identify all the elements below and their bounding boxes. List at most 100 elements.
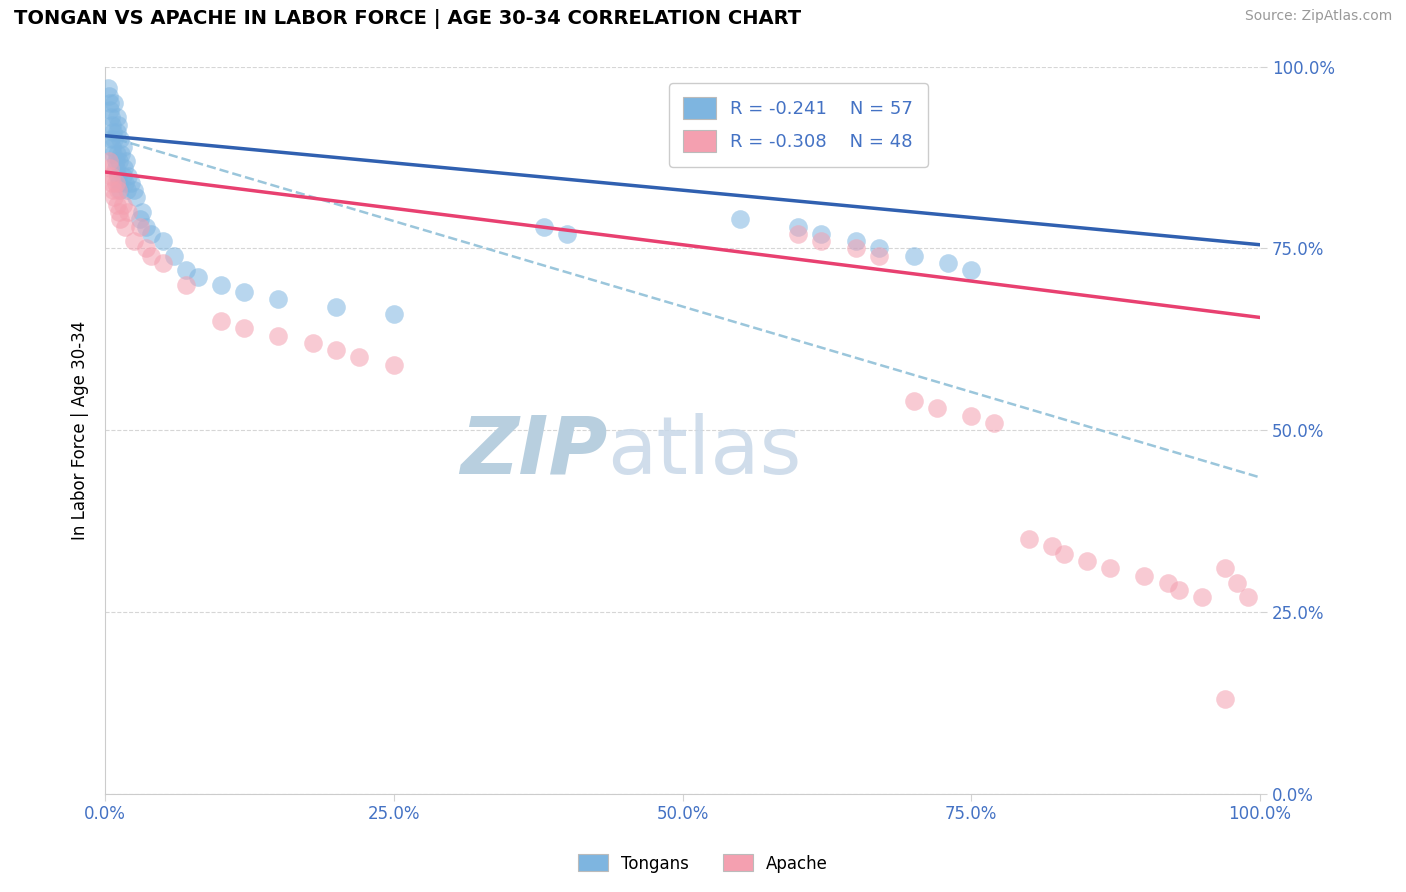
- Point: [1040, 540, 1063, 554]
- Point: [103, 132, 125, 146]
- Point: [108, 205, 131, 219]
- Point: [868, 249, 890, 263]
- Point: [131, 205, 153, 219]
- Point: [1168, 583, 1191, 598]
- Text: atlas: atlas: [607, 413, 801, 491]
- Point: [107, 169, 129, 183]
- Point: [232, 321, 254, 335]
- Point: [108, 154, 131, 169]
- Point: [101, 118, 124, 132]
- Point: [122, 234, 145, 248]
- Point: [152, 234, 174, 248]
- Point: [1237, 591, 1260, 605]
- Point: [1226, 575, 1249, 590]
- Point: [103, 95, 125, 110]
- Y-axis label: In Labor Force | Age 30-34: In Labor Force | Age 30-34: [72, 320, 89, 540]
- Point: [730, 212, 752, 227]
- Point: [174, 277, 197, 292]
- Point: [108, 176, 131, 190]
- Point: [845, 234, 868, 248]
- Point: [1156, 575, 1178, 590]
- Point: [983, 416, 1005, 430]
- Point: [325, 343, 347, 358]
- Point: [110, 146, 132, 161]
- Point: [114, 176, 136, 190]
- Point: [115, 183, 138, 197]
- Point: [105, 146, 128, 161]
- Point: [1191, 591, 1213, 605]
- Text: ZIP: ZIP: [460, 413, 607, 491]
- Point: [382, 358, 405, 372]
- Point: [903, 249, 925, 263]
- Point: [163, 249, 186, 263]
- Point: [111, 169, 134, 183]
- Point: [1053, 547, 1076, 561]
- Point: [122, 183, 145, 197]
- Point: [267, 292, 290, 306]
- Point: [104, 161, 127, 176]
- Point: [174, 263, 197, 277]
- Point: [110, 183, 132, 197]
- Point: [110, 132, 132, 146]
- Point: [114, 219, 136, 234]
- Point: [302, 335, 325, 350]
- Point: [960, 263, 983, 277]
- Point: [232, 285, 254, 299]
- Point: [152, 256, 174, 270]
- Point: [98, 95, 121, 110]
- Point: [555, 227, 578, 241]
- Point: [105, 125, 128, 139]
- Point: [104, 176, 127, 190]
- Point: [98, 161, 121, 176]
- Point: [787, 219, 810, 234]
- Point: [1213, 692, 1236, 706]
- Point: [103, 190, 125, 204]
- Point: [845, 241, 868, 255]
- Point: [117, 205, 139, 219]
- Point: [101, 139, 124, 153]
- Point: [120, 176, 142, 190]
- Point: [1098, 561, 1121, 575]
- Point: [97, 88, 120, 103]
- Point: [187, 270, 209, 285]
- Point: [125, 190, 148, 204]
- Text: TONGAN VS APACHE IN LABOR FORCE | AGE 30-34 CORRELATION CHART: TONGAN VS APACHE IN LABOR FORCE | AGE 30…: [14, 9, 801, 29]
- Point: [349, 351, 371, 365]
- Point: [267, 328, 290, 343]
- Point: [209, 314, 232, 328]
- Point: [141, 249, 163, 263]
- Text: Source: ZipAtlas.com: Source: ZipAtlas.com: [1244, 9, 1392, 23]
- Point: [100, 169, 122, 183]
- Point: [382, 307, 405, 321]
- Point: [128, 212, 150, 227]
- Point: [1018, 532, 1040, 546]
- Point: [209, 277, 232, 292]
- Point: [115, 154, 138, 169]
- Point: [533, 219, 555, 234]
- Point: [925, 401, 948, 416]
- Point: [128, 219, 150, 234]
- Point: [1076, 554, 1098, 568]
- Point: [96, 81, 118, 95]
- Point: [103, 146, 125, 161]
- Point: [100, 132, 122, 146]
- Point: [135, 219, 157, 234]
- Point: [98, 103, 121, 118]
- Point: [141, 227, 163, 241]
- Point: [100, 111, 122, 125]
- Point: [104, 154, 127, 169]
- Point: [112, 161, 135, 176]
- Point: [1213, 561, 1236, 575]
- Point: [111, 139, 134, 153]
- Point: [868, 241, 890, 255]
- Point: [105, 111, 128, 125]
- Point: [960, 409, 983, 423]
- Point: [810, 227, 832, 241]
- Point: [103, 125, 125, 139]
- Point: [117, 169, 139, 183]
- Point: [107, 183, 129, 197]
- Point: [97, 154, 120, 169]
- Point: [107, 118, 129, 132]
- Point: [101, 176, 124, 190]
- Point: [111, 198, 134, 212]
